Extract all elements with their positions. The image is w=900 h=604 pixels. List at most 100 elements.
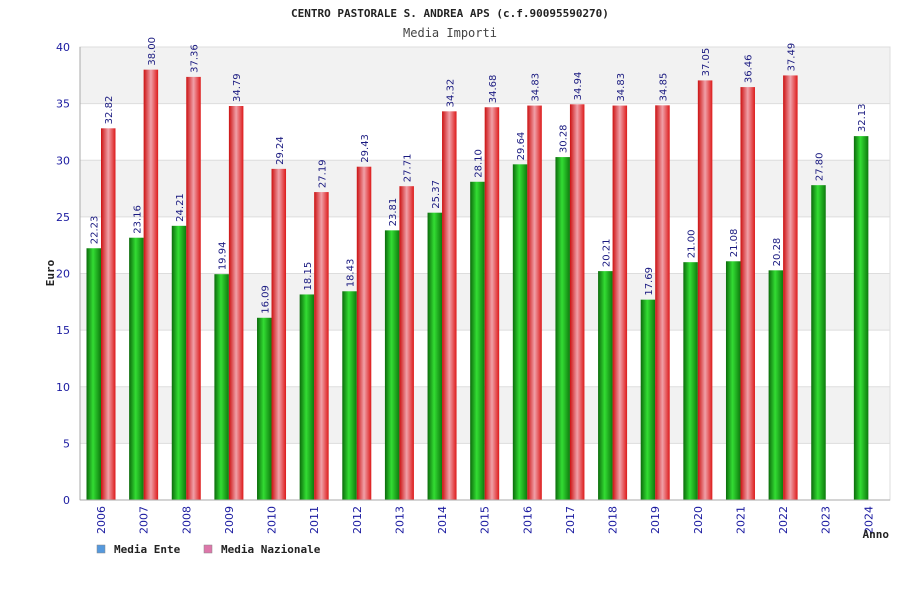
- x-tick-label: 2016: [521, 506, 534, 534]
- x-tick-label: 2019: [649, 506, 662, 534]
- bar: [299, 294, 315, 500]
- y-tick-label: 0: [63, 494, 70, 507]
- bar: [569, 104, 585, 500]
- bar: [555, 157, 570, 501]
- chart-subtitle: Media Importi: [403, 26, 497, 40]
- data-label: 34.85: [658, 73, 669, 102]
- x-tick-label: 2023: [820, 506, 833, 534]
- x-tick-label: 2018: [607, 506, 620, 534]
- x-tick-label: 2014: [436, 506, 449, 534]
- x-axis-label: Anno: [863, 528, 890, 541]
- x-tick-label: 2008: [180, 506, 193, 534]
- x-tick-label: 2010: [266, 506, 279, 534]
- data-label: 34.94: [573, 72, 584, 101]
- y-tick-label: 5: [63, 437, 70, 450]
- bar: [470, 181, 485, 500]
- data-label: 20.28: [772, 238, 783, 267]
- x-tick-label: 2017: [564, 506, 577, 534]
- bar: [314, 192, 329, 501]
- data-label: 38.00: [147, 37, 158, 66]
- bar: [512, 164, 528, 500]
- data-label: 32.82: [104, 96, 115, 125]
- y-tick-label: 15: [56, 324, 70, 337]
- bar: [740, 87, 755, 500]
- bar: [612, 105, 628, 501]
- x-tick-label: 2015: [479, 506, 492, 534]
- x-tick-label: 2021: [734, 506, 747, 534]
- legend: Media Ente Media Nazionale: [96, 543, 321, 556]
- bar: [143, 69, 159, 501]
- bar: [811, 185, 826, 501]
- y-tick-label: 35: [56, 98, 70, 111]
- bar: [384, 230, 400, 500]
- chart-title: CENTRO PASTORALE S. ANDREA APS (c.f.9009…: [291, 7, 609, 20]
- x-tick-label: 2022: [777, 506, 790, 534]
- y-tick-label: 25: [56, 211, 70, 224]
- data-label: 29.64: [516, 132, 527, 161]
- bar: [768, 270, 784, 500]
- bar: [399, 186, 414, 500]
- x-tick-label: 2011: [308, 506, 321, 534]
- data-label: 34.68: [488, 75, 499, 104]
- legend-label: Media Nazionale: [221, 543, 321, 556]
- y-axis: 0 5 10 15 20 25 30 35 40: [56, 41, 81, 507]
- bar: [86, 248, 101, 500]
- y-tick-label: 20: [56, 268, 70, 281]
- x-axis: 2006 2007 2008 2009 2010 2011 2012 2013 2014 2015…: [80, 499, 890, 534]
- data-label: 16.09: [260, 285, 271, 314]
- data-label: 21.08: [729, 229, 740, 258]
- data-label: 34.79: [232, 73, 243, 102]
- x-tick-label: 2013: [393, 506, 406, 534]
- data-label: 29.24: [275, 136, 286, 165]
- bar: [783, 75, 798, 500]
- bar: [101, 128, 116, 500]
- data-label: 37.49: [786, 43, 797, 72]
- x-tick-label: 2024: [862, 506, 875, 534]
- x-tick-label: 2012: [351, 506, 364, 534]
- data-label: 36.46: [744, 54, 755, 83]
- y-axis-label: Euro: [44, 259, 57, 286]
- bar: [171, 225, 187, 500]
- bar: [655, 105, 670, 500]
- bar: [683, 262, 698, 500]
- data-label: 21.00: [687, 230, 698, 259]
- data-label: 20.21: [601, 238, 612, 267]
- data-label: 23.16: [132, 205, 143, 234]
- legend-swatch: [203, 544, 213, 554]
- bar: [356, 166, 372, 500]
- bar: [129, 237, 144, 500]
- data-label: 27.19: [317, 159, 328, 188]
- bar: [257, 317, 272, 500]
- bar: [271, 168, 287, 500]
- x-tick-label: 2009: [223, 506, 236, 534]
- bar: [186, 76, 201, 500]
- bar: [853, 136, 869, 500]
- bar: [342, 291, 357, 500]
- data-label: 32.13: [857, 103, 868, 132]
- legend-label: Media Ente: [114, 543, 181, 556]
- data-label: 34.83: [616, 73, 627, 102]
- data-labels: 22.23 23.16 24.21 19.94 16.09 18.15 18.43 23.81…: [90, 37, 868, 314]
- bar: [725, 261, 741, 500]
- bar: [640, 299, 656, 500]
- bar: [697, 80, 713, 500]
- x-tick-label: 2020: [692, 506, 705, 534]
- data-label: 34.83: [531, 73, 542, 102]
- data-label: 37.36: [190, 44, 201, 73]
- bar: [527, 105, 542, 501]
- bar: [484, 107, 500, 501]
- data-label: 34.32: [445, 79, 456, 108]
- bar: [228, 106, 244, 501]
- bars: [86, 69, 869, 501]
- y-tick-label: 30: [56, 154, 70, 167]
- legend-swatch: [96, 544, 106, 554]
- data-label: 24.21: [175, 193, 186, 222]
- data-label: 37.05: [701, 48, 712, 77]
- data-label: 18.15: [303, 262, 314, 291]
- data-label: 19.94: [218, 242, 229, 271]
- data-label: 23.81: [388, 198, 399, 227]
- bar: [427, 212, 443, 500]
- data-label: 30.28: [559, 124, 570, 153]
